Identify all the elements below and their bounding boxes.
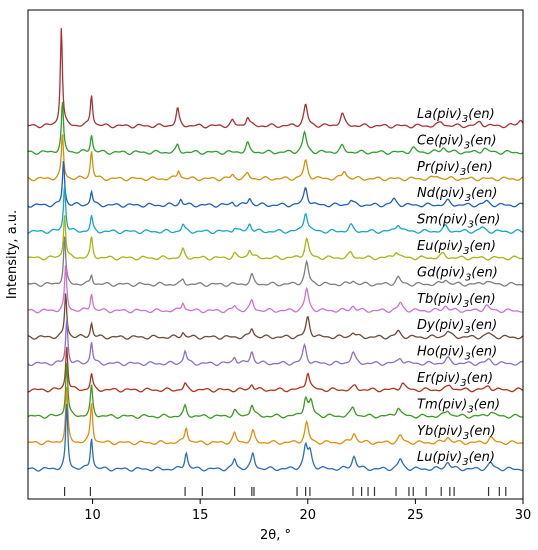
series-label: Tm(piv)3(en) — [417, 397, 500, 415]
plot-frame — [27, 9, 524, 500]
series-group: Tb(piv)3(en) — [27, 265, 524, 314]
series-group: Dy(piv)3(en) — [27, 293, 524, 340]
series-group: Sm(piv)3(en) — [27, 185, 524, 235]
series-line — [27, 293, 524, 340]
series-line — [27, 236, 524, 287]
series-label: Eu(piv)3(en) — [417, 239, 496, 257]
series-label: Nd(piv)3(en) — [417, 186, 497, 204]
series-line — [27, 185, 524, 235]
series-group: Lu(piv)3(en) — [27, 403, 524, 472]
x-tick-label: 10 — [84, 508, 101, 523]
series-group: Tm(piv)3(en) — [27, 362, 524, 419]
series-label: Ho(piv)3(en) — [417, 345, 497, 363]
series-group: Pr(piv)3(en) — [27, 134, 524, 182]
series-group: La(piv)3(en) — [27, 28, 524, 129]
series-label: La(piv)3(en) — [417, 107, 495, 125]
x-axis-title: 2θ, ° — [260, 528, 291, 543]
series-label: Ce(piv)3(en) — [417, 133, 497, 151]
series-group: Yb(piv)3(en) — [27, 386, 524, 446]
series-label: Pr(piv)3(en) — [417, 160, 493, 178]
series-line — [27, 362, 524, 419]
series-label: Dy(piv)3(en) — [417, 318, 497, 336]
series-label: Lu(piv)3(en) — [417, 450, 495, 468]
series-line — [27, 28, 524, 129]
series-group: Er(piv)3(en) — [27, 346, 524, 393]
series-line — [27, 386, 524, 446]
x-tick-label: 25 — [407, 508, 424, 523]
x-tick-label: 20 — [300, 508, 317, 523]
series-line — [27, 161, 524, 208]
series-label: Tb(piv)3(en) — [417, 292, 496, 310]
series-group: Nd(piv)3(en) — [27, 161, 524, 208]
series-line — [27, 346, 524, 393]
x-axis-ticks: 10 15 20 25 30 — [84, 499, 531, 523]
series-label: Gd(piv)3(en) — [417, 265, 498, 283]
plot-area: La(piv)3(en) Ce(piv)3(en) Pr(piv)3(en) Nd(p… — [27, 28, 524, 496]
series-line — [27, 134, 524, 182]
series-line — [27, 101, 524, 155]
series-line — [27, 265, 524, 314]
series-line — [27, 403, 524, 472]
series-group: Eu(piv)3(en) — [27, 215, 524, 261]
series-label: Er(piv)3(en) — [417, 371, 493, 389]
series-line — [27, 215, 524, 261]
series-group: Ce(piv)3(en) — [27, 101, 524, 155]
series-line — [27, 319, 524, 367]
y-axis-title: Intensity, a.u. — [5, 210, 20, 299]
x-tick-label: 30 — [515, 508, 532, 523]
series-group: Ho(piv)3(en) — [27, 319, 524, 367]
x-tick-label: 15 — [192, 508, 209, 523]
series-group: Gd(piv)3(en) — [27, 236, 524, 287]
series-label: Yb(piv)3(en) — [417, 424, 496, 442]
series-label: Sm(piv)3(en) — [417, 213, 500, 231]
